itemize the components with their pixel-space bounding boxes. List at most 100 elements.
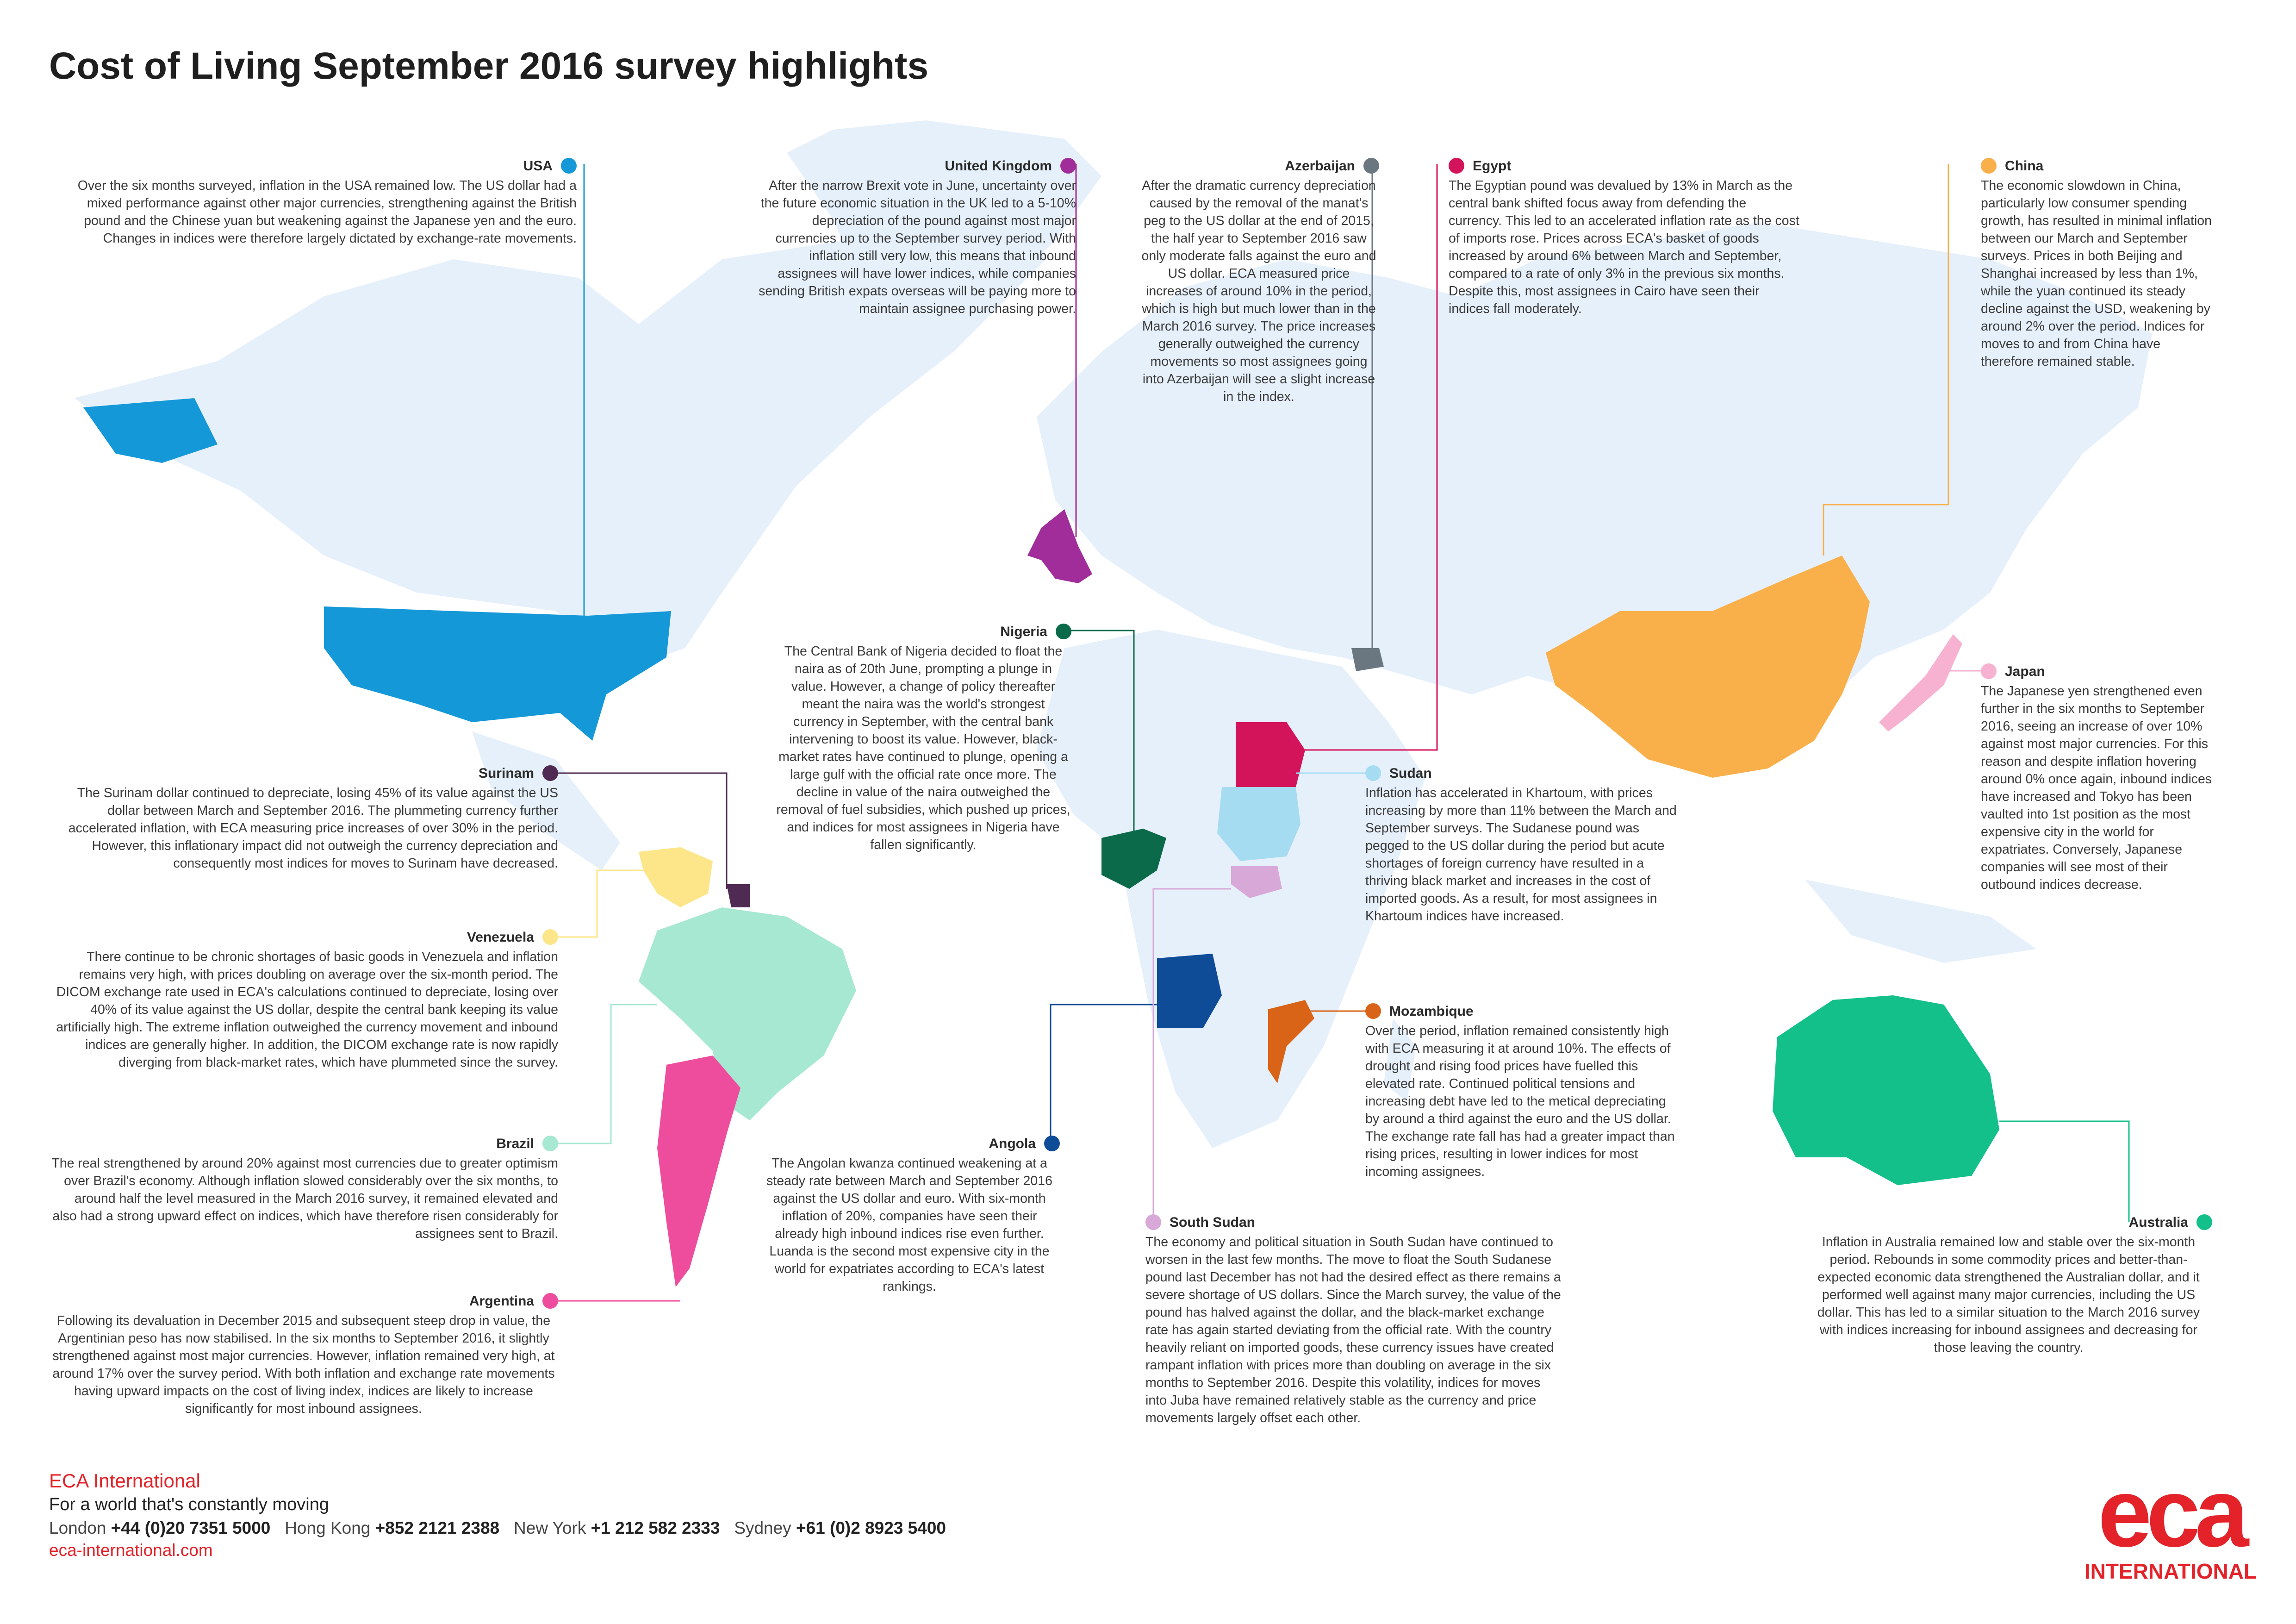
region-nigeria-marker: [1056, 624, 1071, 639]
region-japan: Japan The Japanese yen strengthened even…: [1981, 663, 2217, 893]
region-argentina: Argentina Following its devaluation in D…: [49, 1293, 558, 1418]
footer-tagline: For a world that's constantly moving: [49, 1495, 329, 1514]
region-uk: United Kingdom After the narrow Brexit v…: [757, 157, 1076, 318]
region-south-sudan-name: South Sudan: [1170, 1215, 1255, 1230]
region-usa-text: Over the six months surveyed, inflation …: [77, 178, 577, 246]
country-egypt[interactable]: [1236, 722, 1305, 787]
region-azerbaijan: Azerbaijan After the dramatic currency d…: [1139, 157, 1379, 406]
region-egypt: Egypt The Egyptian pound was devalued by…: [1449, 157, 1800, 318]
region-sudan-text: Inflation has accelerated in Khartoum, w…: [1365, 786, 1677, 924]
region-brazil-text: The real strengthened by around 20% agai…: [51, 1156, 558, 1241]
region-japan-name: Japan: [2005, 664, 2045, 679]
country-australia[interactable]: [1773, 995, 1999, 1185]
region-brazil-marker: [542, 1136, 558, 1151]
region-egypt-marker: [1449, 158, 1464, 174]
contact-city: Sydney: [734, 1518, 791, 1537]
region-azerbaijan-name: Azerbaijan: [1285, 158, 1355, 174]
region-brazil-name: Brazil: [496, 1136, 534, 1151]
region-argentina-marker: [542, 1293, 558, 1309]
eca-logo: eca INTERNATIONAL: [2084, 1477, 2257, 1583]
country-mozambique[interactable]: [1268, 1000, 1314, 1083]
country-venezuela[interactable]: [639, 847, 713, 907]
region-venezuela-text: There continue to be chronic shortages o…: [56, 949, 558, 1070]
region-surinam-text: The Surinam dollar continued to deprecia…: [68, 786, 558, 871]
region-venezuela: Venezuela There continue to be chronic s…: [49, 929, 558, 1071]
region-nigeria-text: The Central Bank of Nigeria decided to f…: [776, 644, 1070, 852]
country-usa[interactable]: [83, 398, 671, 741]
region-australia-name: Australia: [2128, 1215, 2188, 1230]
region-usa-name: USA: [523, 158, 553, 174]
region-uk-name: United Kingdom: [945, 158, 1052, 174]
region-china-marker: [1981, 158, 1997, 174]
region-usa: USA Over the six months surveyed, inflat…: [49, 157, 577, 247]
country-angola[interactable]: [1157, 954, 1222, 1028]
contact-phone[interactable]: +44 (0)20 7351 5000: [111, 1518, 271, 1537]
region-mozambique-name: Mozambique: [1389, 1004, 1474, 1019]
region-nigeria: Nigeria The Central Bank of Nigeria deci…: [775, 623, 1071, 854]
region-egypt-name: Egypt: [1473, 158, 1512, 174]
logo-sub: INTERNATIONAL: [2084, 1559, 2257, 1583]
region-australia-marker: [2196, 1214, 2212, 1230]
region-sudan-name: Sudan: [1389, 766, 1432, 781]
country-sudan[interactable]: [1217, 787, 1300, 861]
region-japan-marker: [1981, 663, 1997, 679]
region-surinam-marker: [542, 765, 558, 781]
contact-phone[interactable]: +852 2121 2388: [375, 1518, 500, 1537]
footer: ECA International For a world that's con…: [49, 1470, 946, 1560]
country-japan[interactable]: [1879, 634, 1962, 731]
region-mozambique-text: Over the period, inflation remained cons…: [1365, 1024, 1675, 1179]
region-usa-marker: [561, 158, 577, 174]
contact-phone[interactable]: +1 212 582 2333: [591, 1518, 720, 1537]
region-angola-name: Angola: [989, 1136, 1036, 1151]
country-south-sudan[interactable]: [1231, 866, 1282, 898]
footer-brand: ECA International: [49, 1470, 200, 1492]
footer-website-link[interactable]: eca-international.com: [49, 1541, 213, 1560]
region-venezuela-name: Venezuela: [467, 930, 534, 945]
region-australia: Australia Inflation in Australia remaine…: [1805, 1214, 2212, 1356]
region-angola-text: The Angolan kwanza continued weakening a…: [766, 1156, 1052, 1294]
region-uk-marker: [1060, 158, 1076, 174]
region-argentina-name: Argentina: [469, 1293, 534, 1309]
region-japan-text: The Japanese yen strengthened even furth…: [1981, 684, 2212, 892]
region-mozambique-marker: [1365, 1003, 1381, 1019]
region-uk-text: After the narrow Brexit vote in June, un…: [759, 178, 1076, 316]
page-title: Cost of Living September 2016 survey hig…: [49, 45, 929, 87]
region-south-sudan-marker: [1145, 1214, 1161, 1230]
region-azerbaijan-text: After the dramatic currency depreciation…: [1141, 178, 1376, 404]
footer-contacts: London +44 (0)20 7351 5000 Hong Kong +85…: [49, 1518, 946, 1538]
country-china[interactable]: [1546, 556, 1870, 778]
contact-city: New York: [514, 1518, 586, 1537]
region-surinam-name: Surinam: [478, 766, 534, 781]
region-nigeria-name: Nigeria: [1000, 624, 1047, 639]
region-china-text: The economic slowdown in China, particul…: [1981, 178, 2212, 369]
region-surinam: Surinam The Surinam dollar continued to …: [49, 765, 558, 872]
region-sudan: Sudan Inflation has accelerated in Khart…: [1365, 765, 1680, 925]
region-angola: Angola The Angolan kwanza continued weak…: [759, 1135, 1060, 1295]
highlighted-countries: [83, 398, 1999, 1287]
region-angola-marker: [1044, 1136, 1060, 1151]
region-mozambique: Mozambique Over the period, inflation re…: [1365, 1003, 1680, 1181]
contact-phone[interactable]: +61 (0)2 8923 5400: [796, 1518, 946, 1537]
leader-lines: [553, 164, 2130, 1302]
country-argentina[interactable]: [657, 1056, 740, 1287]
country-azerbaijan[interactable]: [1351, 648, 1384, 671]
region-egypt-text: The Egyptian pound was devalued by 13% i…: [1449, 178, 1799, 316]
region-azerbaijan-marker: [1363, 158, 1379, 174]
country-nigeria[interactable]: [1101, 829, 1166, 889]
region-south-sudan: South Sudan The economy and political si…: [1145, 1214, 1562, 1427]
region-south-sudan-text: The economy and political situation in S…: [1145, 1235, 1561, 1425]
region-venezuela-marker: [542, 929, 558, 945]
country-surinam[interactable]: [727, 884, 750, 907]
region-argentina-text: Following its devaluation in December 20…: [52, 1313, 555, 1416]
region-brazil: Brazil The real strengthened by around 2…: [49, 1135, 558, 1243]
contact-city: Hong Kong: [285, 1518, 371, 1537]
country-uk[interactable]: [1027, 509, 1092, 583]
region-china-name: China: [2005, 158, 2044, 174]
region-china: China The economic slowdown in China, pa…: [1981, 157, 2212, 370]
logo-mark: eca: [2098, 1477, 2250, 1567]
region-australia-text: Inflation in Australia remained low and …: [1817, 1235, 2200, 1355]
contact-city: London: [49, 1518, 106, 1537]
country-brazil[interactable]: [639, 907, 856, 1120]
region-sudan-marker: [1365, 765, 1381, 781]
